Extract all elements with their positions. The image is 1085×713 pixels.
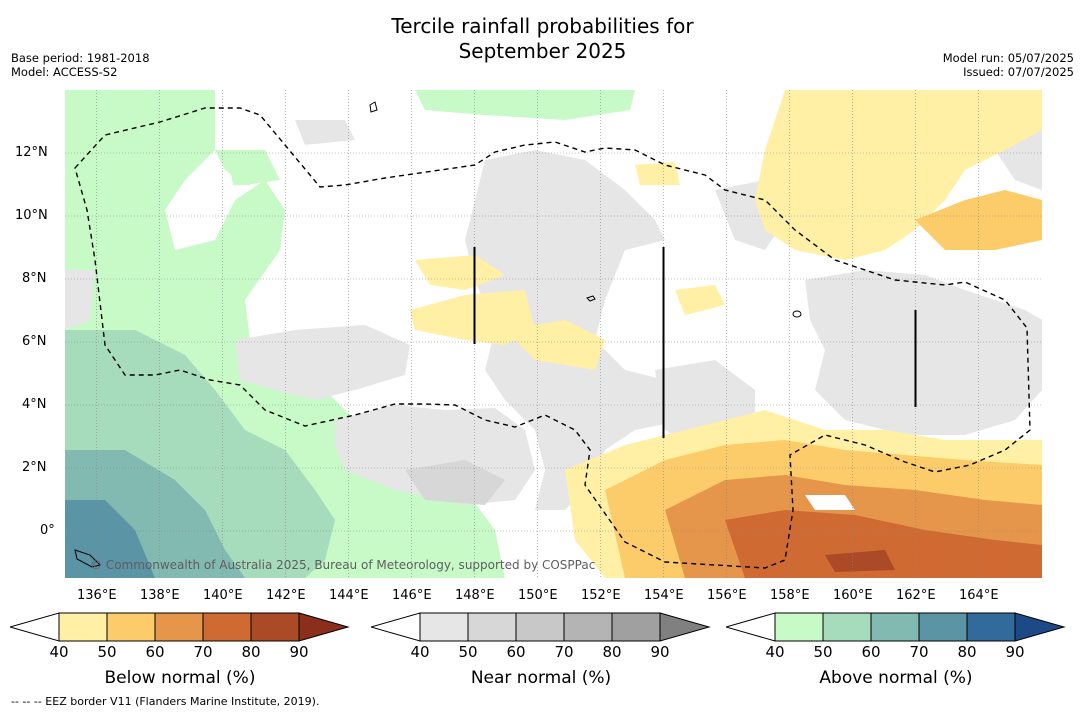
run-info: Model run: 05/07/2025 Issued: 07/07/2025 [943,51,1074,79]
below-normal-regions [410,90,1042,578]
title-line-1: Tercile rainfall probabilities for [391,14,694,38]
colorbar-label: 70 [909,643,929,661]
above-normal-colorbar [726,612,1066,642]
colorbar-label: 70 [554,643,574,661]
colorbar-swatch [106,612,156,642]
lon-tick: 152°E [581,588,621,603]
eez-segments [473,247,917,438]
colorbar-label: 80 [957,643,977,661]
lon-tick: 146°E [392,588,432,603]
issued-date: Issued: 07/07/2025 [963,65,1074,79]
lon-tick: 160°E [833,588,873,603]
model-name: Model: ACCESS-S2 [11,65,118,79]
lon-tick: 136°E [77,588,117,603]
colorbar-label: 80 [241,643,261,661]
lat-tick: 2°N [22,460,47,475]
colorbar-extend-high [659,612,711,642]
colorbar-extend-high [1014,612,1066,642]
colorbar-label: 60 [861,643,881,661]
colorbar-label: 50 [458,643,478,661]
near-normal-colorbar [371,612,711,642]
colorbar-label: 40 [765,643,785,661]
colorbar-label: 40 [49,643,69,661]
below-normal-title: Below normal (%) [104,668,256,688]
colorbar-extend-high [298,612,350,642]
colorbar-label: 50 [813,643,833,661]
map-title: Tercile rainfall probabilities for Septe… [0,14,1085,64]
lat-tick: 6°N [22,334,47,349]
lon-tick: 144°E [329,588,369,603]
lat-tick: 8°N [22,271,47,286]
islands [74,101,802,568]
colorbar-label: 50 [97,643,117,661]
colorbar-label: 90 [1005,643,1025,661]
lat-tick: 4°N [22,397,47,412]
colorbar-swatch [202,612,252,642]
lat-tick: 12°N [15,145,48,160]
near-normal-title: Near normal (%) [470,668,612,688]
near-normal-regions [65,115,1042,510]
lon-tick: 156°E [707,588,747,603]
colorbar-extend-low [10,612,60,642]
model-info: Base period: 1981-2018 Model: ACCESS-S2 [11,51,150,79]
colorbar-swatch [58,612,108,642]
lat-gridlines [65,152,1042,532]
eez-footnote: -- -- -- EEZ border V11 (Flanders Marine… [11,695,320,708]
copyright-credit: © Commonwealth of Australia 2025, Bureau… [90,558,596,572]
lon-tick: 154°E [644,588,684,603]
model-run-date: Model run: 05/07/2025 [942,51,1074,65]
colorbar-swatch [822,612,872,642]
lon-tick: 148°E [455,588,495,603]
lon-tick: 150°E [518,588,558,603]
colorbar-label: 60 [145,643,165,661]
rainfall-map [65,90,1042,578]
colorbar-label: 90 [289,643,309,661]
colorbar-extend-low [371,612,421,642]
colorbar-label: 80 [602,643,622,661]
lon-tick: 164°E [959,588,999,603]
lat-tick: 10°N [15,208,48,223]
colorbar-extend-low [726,612,776,642]
colorbar-swatch [918,612,968,642]
colorbar-swatch [966,612,1016,642]
lon-tick: 162°E [896,588,936,603]
eez-border [74,107,1031,569]
lat-tick: 0° [40,523,55,538]
below-normal-colorbar [10,612,350,642]
colorbar-swatch [515,612,565,642]
colorbar-swatch [870,612,920,642]
colorbar-label: 90 [650,643,670,661]
colorbar-swatch [419,612,469,642]
colorbar-label: 60 [506,643,526,661]
colorbar-label: 40 [410,643,430,661]
colorbar-swatch [774,612,824,642]
lon-gridlines [96,90,979,578]
lon-tick: 140°E [203,588,243,603]
colorbar-swatch [611,612,661,642]
lon-tick: 138°E [140,588,180,603]
colorbar-swatch [154,612,204,642]
lon-tick: 142°E [266,588,306,603]
colorbar-swatch [250,612,300,642]
colorbar-swatch [563,612,613,642]
above-normal-title: Above normal (%) [819,668,973,688]
base-period: Base period: 1981-2018 [11,51,150,65]
colorbar-label: 70 [193,643,213,661]
lon-tick: 158°E [770,588,810,603]
colorbar-swatch [467,612,517,642]
title-line-2: September 2025 [458,39,627,63]
